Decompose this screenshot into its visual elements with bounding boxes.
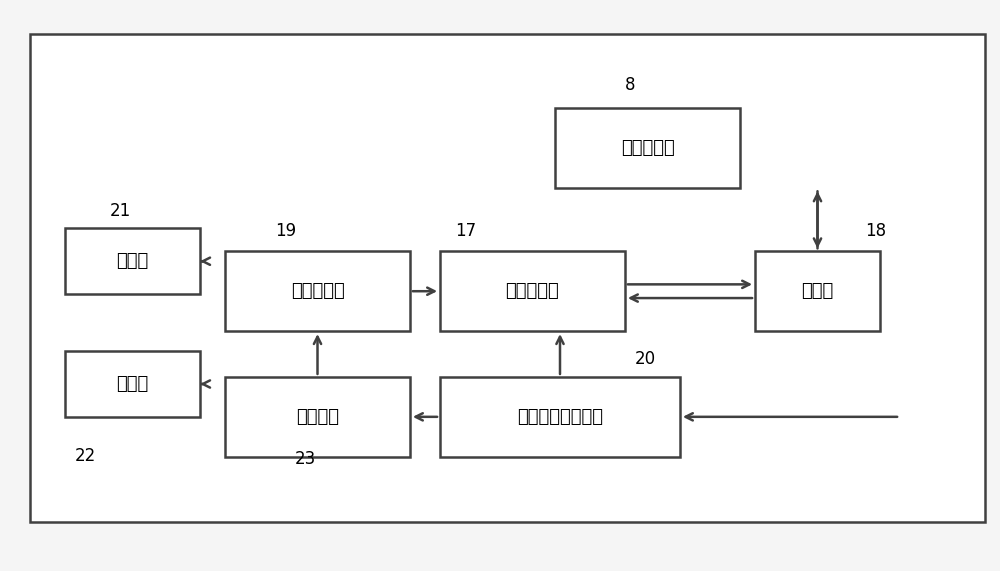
Bar xyxy=(225,251,410,331)
Text: 开关电源: 开关电源 xyxy=(296,408,339,426)
Text: 单相交流调压模块: 单相交流调压模块 xyxy=(517,408,603,426)
Bar xyxy=(440,251,625,331)
Text: 17: 17 xyxy=(455,222,476,240)
Bar xyxy=(65,351,200,417)
Text: 8: 8 xyxy=(625,76,636,94)
Text: 控制器: 控制器 xyxy=(801,282,834,300)
Bar xyxy=(225,377,410,457)
Text: 19: 19 xyxy=(275,222,296,240)
Text: 控制触摸屏: 控制触摸屏 xyxy=(621,139,674,158)
Text: 23: 23 xyxy=(295,450,316,468)
Text: 18: 18 xyxy=(865,222,886,240)
Bar xyxy=(440,377,680,457)
Text: 吹风机: 吹风机 xyxy=(116,375,149,393)
Text: 电风扇: 电风扇 xyxy=(116,252,149,270)
Text: 温度传感器: 温度传感器 xyxy=(291,282,344,300)
Bar xyxy=(65,228,200,294)
Text: 22: 22 xyxy=(75,447,96,465)
Bar xyxy=(755,251,880,331)
Bar xyxy=(555,108,740,188)
Bar xyxy=(30,34,985,522)
Text: 数据采集卡: 数据采集卡 xyxy=(506,282,559,300)
Text: 21: 21 xyxy=(110,202,131,220)
Text: 20: 20 xyxy=(635,350,656,368)
